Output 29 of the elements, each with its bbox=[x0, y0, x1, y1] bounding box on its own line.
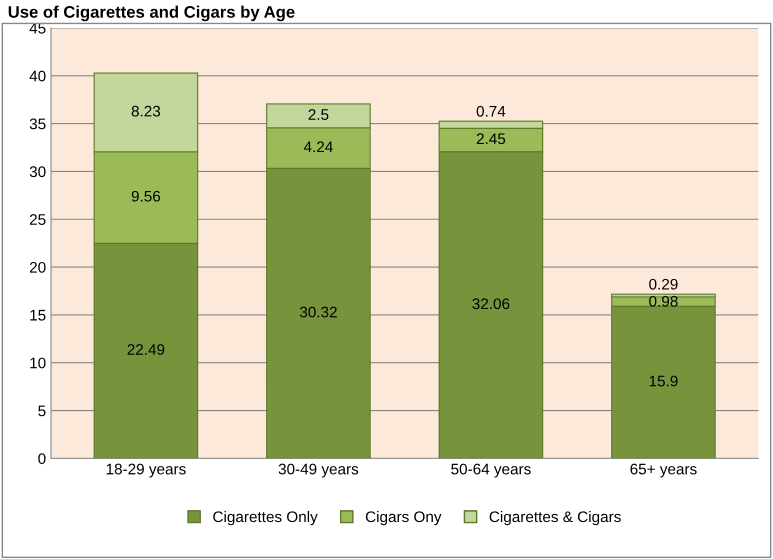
data-label: 30.32 bbox=[300, 306, 337, 318]
x-tick-label: 50-64 years bbox=[451, 464, 531, 478]
y-tick-label: 0 bbox=[38, 453, 46, 464]
y-tick-label: 5 bbox=[38, 406, 46, 416]
data-label: 15.9 bbox=[650, 376, 678, 386]
data-label: 0.29 bbox=[649, 278, 678, 290]
chart-title: Use of Cigarettes and Cigars by Age bbox=[8, 6, 295, 22]
x-tick-label: 18-29 years bbox=[106, 464, 186, 478]
data-label: 22.49 bbox=[128, 344, 164, 355]
data-label: 0.98 bbox=[649, 296, 678, 307]
y-tick-label: 15 bbox=[30, 310, 46, 321]
data-label: 8.23 bbox=[132, 106, 160, 117]
y-tick-label: 30 bbox=[30, 166, 46, 178]
data-label: 0.74 bbox=[476, 106, 506, 117]
x-tick-label: 65+ years bbox=[630, 464, 697, 478]
data-label: 9.56 bbox=[132, 190, 160, 202]
y-tick-label: 35 bbox=[30, 118, 46, 130]
legend-label: Cigarettes Only bbox=[213, 510, 318, 526]
data-label: 2.5 bbox=[308, 109, 328, 120]
data-label: 2.45 bbox=[476, 133, 506, 144]
data-label: 4.24 bbox=[304, 141, 333, 152]
y-tick-label: 10 bbox=[30, 358, 46, 368]
data-label: 32.06 bbox=[472, 298, 510, 310]
x-tick-label: 30-49 years bbox=[278, 464, 358, 478]
y-tick-label: 25 bbox=[30, 214, 46, 225]
legend-label: Cigarettes & Cigars bbox=[490, 510, 621, 526]
y-tick-label: 20 bbox=[30, 262, 46, 273]
legend-label: Cigars Ony bbox=[366, 510, 442, 526]
y-tick-label: 40 bbox=[30, 70, 46, 82]
